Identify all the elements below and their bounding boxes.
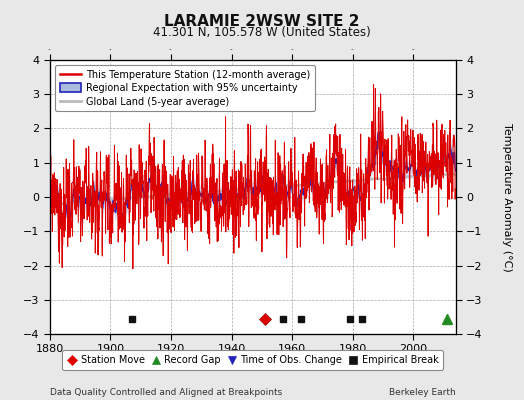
Text: Berkeley Earth: Berkeley Earth [389, 388, 456, 397]
Text: 41.301 N, 105.578 W (United States): 41.301 N, 105.578 W (United States) [153, 26, 371, 39]
Legend: Station Move, Record Gap, Time of Obs. Change, Empirical Break: Station Move, Record Gap, Time of Obs. C… [62, 350, 443, 370]
Text: LARAMIE 2WSW SITE 2: LARAMIE 2WSW SITE 2 [164, 14, 360, 29]
Text: Data Quality Controlled and Aligned at Breakpoints: Data Quality Controlled and Aligned at B… [50, 388, 282, 397]
Legend: This Temperature Station (12-month average), Regional Expectation with 95% uncer: This Temperature Station (12-month avera… [54, 65, 315, 111]
Y-axis label: Temperature Anomaly (°C): Temperature Anomaly (°C) [502, 123, 512, 271]
